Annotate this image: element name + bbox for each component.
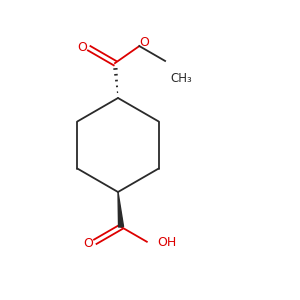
Polygon shape [118, 192, 124, 227]
Text: O: O [140, 36, 149, 49]
Text: CH₃: CH₃ [170, 72, 192, 86]
Text: OH: OH [157, 236, 176, 249]
Text: O: O [83, 237, 93, 250]
Text: O: O [77, 41, 87, 54]
